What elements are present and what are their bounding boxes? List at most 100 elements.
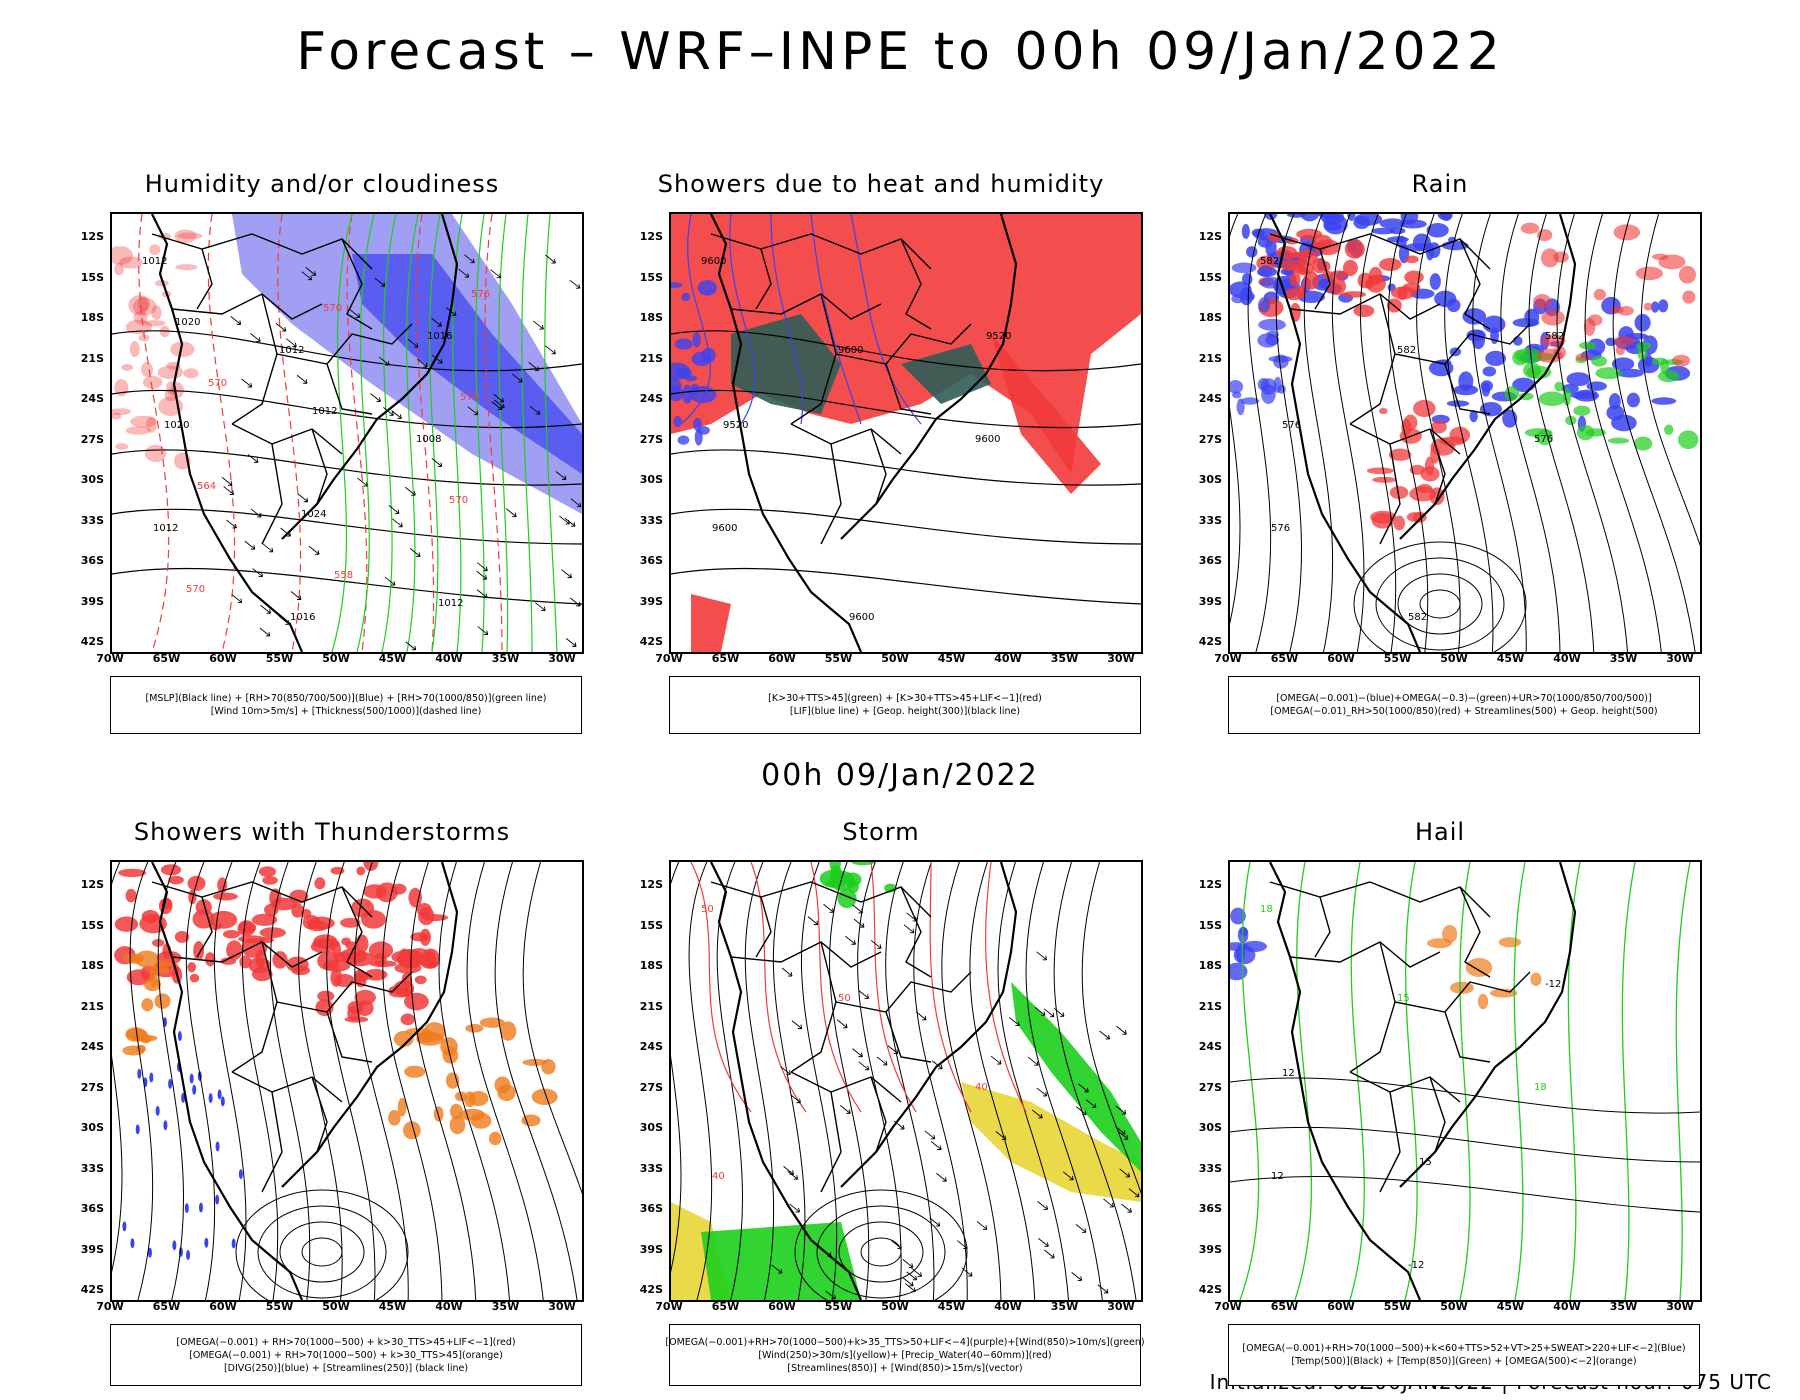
border-line <box>1269 233 1491 270</box>
wind-vector <box>791 1020 803 1030</box>
field-patch <box>479 1017 505 1028</box>
field-patch <box>125 1027 146 1042</box>
wind-vector <box>529 405 541 415</box>
field-patch <box>1482 366 1497 377</box>
field-patch <box>390 883 407 895</box>
wind-vector <box>545 345 556 355</box>
field-patch <box>1379 408 1388 415</box>
lat-label: 18S <box>639 959 663 972</box>
streamline <box>794 1189 968 1300</box>
wind-850-field <box>701 1222 861 1300</box>
legend-line: [LIF](blue line) + [Geop. height(300)](b… <box>789 706 1021 717</box>
field-patch <box>222 929 240 939</box>
lon-label: 60W <box>209 1300 237 1313</box>
wind-vector <box>929 1217 941 1227</box>
temp-850-line <box>1513 862 1526 1300</box>
border-line <box>1444 363 1491 415</box>
lat-label: 15S <box>80 270 104 284</box>
contour-label: 9600 <box>849 612 874 623</box>
field-patch <box>1677 430 1699 450</box>
wind-vector <box>533 320 544 330</box>
border-line <box>341 886 373 978</box>
lon-label: 50W <box>1440 1300 1468 1313</box>
border-line <box>900 886 932 978</box>
wind-vector <box>260 604 271 614</box>
streamline <box>1640 214 1700 547</box>
field-patch <box>433 1106 444 1122</box>
streamline <box>242 862 279 1300</box>
wind-vector <box>569 597 581 607</box>
field-patch <box>160 864 182 876</box>
lon-label: 45W <box>1496 652 1525 665</box>
precip-water-line <box>929 862 972 1113</box>
field-patch <box>1658 299 1669 313</box>
isobar <box>671 389 1141 429</box>
field-patch <box>1616 368 1644 378</box>
field-patch <box>1573 405 1591 416</box>
field-patch <box>209 910 238 929</box>
panel-rain: Rain 582 582 576 576 582 582 576 [OMEGA(−0.001… <box>1180 170 1702 734</box>
wind-vector <box>226 519 237 529</box>
lon-label: 35W <box>491 1300 520 1313</box>
contour-label: 570 <box>323 303 342 314</box>
divergence-mark <box>168 1078 173 1089</box>
field-patch <box>146 417 157 433</box>
coastline <box>281 862 459 1188</box>
field-patch <box>470 1112 492 1129</box>
field-patch <box>697 425 710 435</box>
field-patch <box>125 957 143 964</box>
border-line <box>885 363 932 415</box>
field-patch <box>353 969 367 983</box>
lat-label: 27S <box>80 432 104 446</box>
field-patch <box>364 968 388 981</box>
wind-vector <box>477 626 489 636</box>
border-line <box>870 1076 887 1153</box>
field-patch <box>1498 937 1522 948</box>
streamline <box>1053 862 1137 1300</box>
lat-label: 15S <box>1198 270 1222 284</box>
streamline <box>213 862 247 1300</box>
field-patch <box>248 957 271 974</box>
border-line <box>151 233 373 270</box>
field-patch <box>114 262 124 276</box>
contour-label: 576 <box>471 289 490 300</box>
wind-vector <box>1036 1087 1048 1097</box>
field-patch <box>1453 384 1479 396</box>
field-patch <box>1246 246 1258 258</box>
field-patch <box>339 948 368 964</box>
temp-850-line <box>1239 862 1260 1300</box>
field-patch <box>363 884 387 899</box>
wind-vector <box>852 1048 863 1058</box>
field-patch <box>531 1088 558 1105</box>
panel-storm: Storm 50 50 40 40 [OMEGA(−0.001)+RH>70(1000… <box>621 818 1145 1386</box>
field-patch <box>251 913 278 926</box>
streamline <box>857 862 902 1300</box>
thickness-line <box>346 214 368 652</box>
wind-vector <box>249 332 261 342</box>
field-patch <box>1251 228 1265 237</box>
wind-vector <box>305 267 317 276</box>
field-patch <box>175 264 198 271</box>
lon-label: 50W <box>322 1300 350 1313</box>
field-patch <box>142 375 163 389</box>
field-patch <box>1412 233 1431 251</box>
lon-label: 70W <box>1214 652 1242 665</box>
contour-label: 582 <box>1545 331 1564 342</box>
lat-label: 33S <box>1198 513 1222 527</box>
contour-label: 15 <box>1419 1157 1432 1168</box>
divergence-mark <box>231 1238 236 1249</box>
contour-label: 570 <box>186 584 205 595</box>
wind-vector <box>781 967 793 977</box>
streamline <box>1556 214 1628 652</box>
lat-label: 42S <box>80 1283 104 1296</box>
map-canvas <box>112 862 582 1300</box>
field-patch <box>312 938 340 949</box>
k-index-field <box>901 344 991 404</box>
field-patch <box>1231 262 1257 274</box>
border-line <box>1349 1071 1461 1103</box>
lat-label: 33S <box>639 513 663 527</box>
border-line <box>1429 1076 1446 1153</box>
field-patch <box>112 246 134 265</box>
field-patch <box>1297 285 1307 298</box>
panel-thunderstorms: Showers with Thunderstorms [OMEGA(−0.001… <box>62 818 584 1386</box>
